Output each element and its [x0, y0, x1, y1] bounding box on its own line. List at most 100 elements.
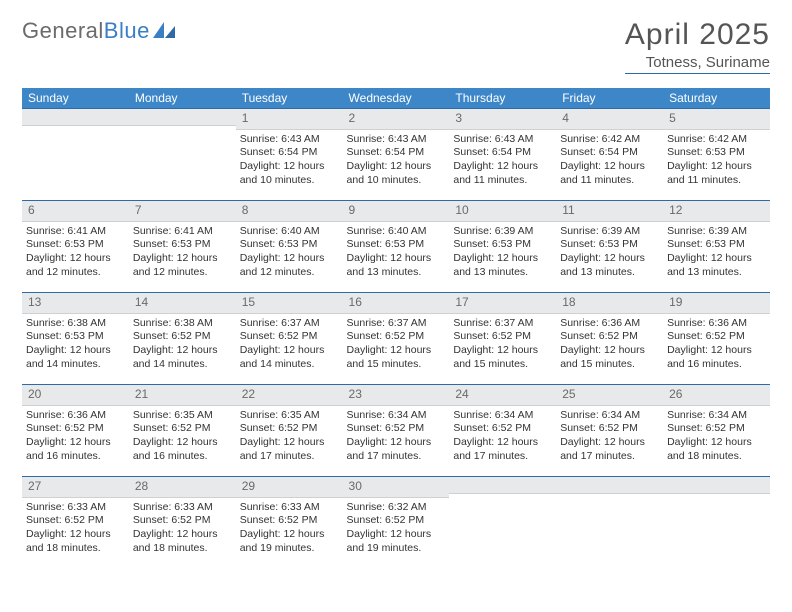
sunset-text: Sunset: 6:54 PM: [560, 146, 659, 160]
sunset-text: Sunset: 6:54 PM: [347, 146, 446, 160]
calendar-cell: [449, 476, 556, 568]
sunset-text: Sunset: 6:53 PM: [240, 238, 339, 252]
sunrise-text: Sunrise: 6:35 AM: [133, 409, 232, 423]
day-number: 29: [236, 476, 343, 498]
sunset-text: Sunset: 6:52 PM: [240, 514, 339, 528]
day-number: 21: [129, 384, 236, 406]
sunset-text: Sunset: 6:52 PM: [26, 514, 125, 528]
cell-body: Sunrise: 6:33 AMSunset: 6:52 PMDaylight:…: [129, 498, 236, 562]
cell-body: Sunrise: 6:35 AMSunset: 6:52 PMDaylight:…: [236, 406, 343, 470]
daylight-text: Daylight: 12 hours and 16 minutes.: [26, 436, 125, 463]
sunset-text: Sunset: 6:52 PM: [453, 422, 552, 436]
day-number: 12: [663, 200, 770, 222]
day-number: [22, 108, 129, 126]
day-number: 4: [556, 108, 663, 130]
weekday-header: Friday: [556, 88, 663, 108]
month-title: April 2025: [625, 18, 770, 52]
sunrise-text: Sunrise: 6:39 AM: [667, 225, 766, 239]
calendar-cell: 29Sunrise: 6:33 AMSunset: 6:52 PMDayligh…: [236, 476, 343, 568]
sunrise-text: Sunrise: 6:42 AM: [667, 133, 766, 147]
sunset-text: Sunset: 6:52 PM: [133, 514, 232, 528]
weekday-header: Thursday: [449, 88, 556, 108]
cell-body: Sunrise: 6:37 AMSunset: 6:52 PMDaylight:…: [449, 314, 556, 378]
cell-body: Sunrise: 6:36 AMSunset: 6:52 PMDaylight:…: [22, 406, 129, 470]
daylight-text: Daylight: 12 hours and 10 minutes.: [240, 160, 339, 187]
calendar-body: 1Sunrise: 6:43 AMSunset: 6:54 PMDaylight…: [22, 108, 770, 568]
daylight-text: Daylight: 12 hours and 14 minutes.: [26, 344, 125, 371]
weekday-header-row: Sunday Monday Tuesday Wednesday Thursday…: [22, 88, 770, 108]
calendar-cell: 18Sunrise: 6:36 AMSunset: 6:52 PMDayligh…: [556, 292, 663, 384]
day-number: 11: [556, 200, 663, 222]
daylight-text: Daylight: 12 hours and 17 minutes.: [347, 436, 446, 463]
daylight-text: Daylight: 12 hours and 15 minutes.: [453, 344, 552, 371]
sunrise-text: Sunrise: 6:34 AM: [453, 409, 552, 423]
day-number: 22: [236, 384, 343, 406]
sunrise-text: Sunrise: 6:39 AM: [453, 225, 552, 239]
sunrise-text: Sunrise: 6:34 AM: [347, 409, 446, 423]
calendar-cell: 5Sunrise: 6:42 AMSunset: 6:53 PMDaylight…: [663, 108, 770, 200]
sunset-text: Sunset: 6:54 PM: [240, 146, 339, 160]
calendar-cell: 19Sunrise: 6:36 AMSunset: 6:52 PMDayligh…: [663, 292, 770, 384]
sunrise-text: Sunrise: 6:42 AM: [560, 133, 659, 147]
cell-body: Sunrise: 6:38 AMSunset: 6:53 PMDaylight:…: [22, 314, 129, 378]
daylight-text: Daylight: 12 hours and 16 minutes.: [667, 344, 766, 371]
title-divider: [625, 73, 770, 74]
day-number: 5: [663, 108, 770, 130]
day-number: 17: [449, 292, 556, 314]
cell-body: Sunrise: 6:33 AMSunset: 6:52 PMDaylight:…: [22, 498, 129, 562]
daylight-text: Daylight: 12 hours and 11 minutes.: [667, 160, 766, 187]
cell-body: Sunrise: 6:42 AMSunset: 6:53 PMDaylight:…: [663, 130, 770, 194]
cell-body: Sunrise: 6:43 AMSunset: 6:54 PMDaylight:…: [449, 130, 556, 194]
sunset-text: Sunset: 6:53 PM: [667, 238, 766, 252]
calendar-cell: 27Sunrise: 6:33 AMSunset: 6:52 PMDayligh…: [22, 476, 129, 568]
day-number: 27: [22, 476, 129, 498]
sunrise-text: Sunrise: 6:37 AM: [347, 317, 446, 331]
calendar-row: 1Sunrise: 6:43 AMSunset: 6:54 PMDaylight…: [22, 108, 770, 200]
daylight-text: Daylight: 12 hours and 18 minutes.: [667, 436, 766, 463]
calendar-cell: 20Sunrise: 6:36 AMSunset: 6:52 PMDayligh…: [22, 384, 129, 476]
cell-body: Sunrise: 6:34 AMSunset: 6:52 PMDaylight:…: [663, 406, 770, 470]
sunset-text: Sunset: 6:52 PM: [133, 422, 232, 436]
day-number: 9: [343, 200, 450, 222]
sail-icon: [153, 18, 175, 44]
sunset-text: Sunset: 6:52 PM: [667, 422, 766, 436]
day-number: 28: [129, 476, 236, 498]
sunrise-text: Sunrise: 6:36 AM: [667, 317, 766, 331]
daylight-text: Daylight: 12 hours and 15 minutes.: [347, 344, 446, 371]
calendar-cell: 25Sunrise: 6:34 AMSunset: 6:52 PMDayligh…: [556, 384, 663, 476]
sunrise-text: Sunrise: 6:35 AM: [240, 409, 339, 423]
calendar-cell: 30Sunrise: 6:32 AMSunset: 6:52 PMDayligh…: [343, 476, 450, 568]
brand-part1: General: [22, 18, 104, 44]
sunset-text: Sunset: 6:52 PM: [347, 330, 446, 344]
daylight-text: Daylight: 12 hours and 19 minutes.: [240, 528, 339, 555]
sunrise-text: Sunrise: 6:36 AM: [560, 317, 659, 331]
daylight-text: Daylight: 12 hours and 13 minutes.: [667, 252, 766, 279]
sunset-text: Sunset: 6:52 PM: [240, 422, 339, 436]
calendar-row: 6Sunrise: 6:41 AMSunset: 6:53 PMDaylight…: [22, 200, 770, 292]
cell-body: Sunrise: 6:42 AMSunset: 6:54 PMDaylight:…: [556, 130, 663, 194]
sunset-text: Sunset: 6:52 PM: [453, 330, 552, 344]
location-label: Totness, Suriname: [625, 54, 770, 71]
sunrise-text: Sunrise: 6:37 AM: [240, 317, 339, 331]
sunrise-text: Sunrise: 6:43 AM: [347, 133, 446, 147]
sunset-text: Sunset: 6:53 PM: [667, 146, 766, 160]
cell-body: Sunrise: 6:39 AMSunset: 6:53 PMDaylight:…: [556, 222, 663, 286]
sunset-text: Sunset: 6:53 PM: [560, 238, 659, 252]
sunrise-text: Sunrise: 6:38 AM: [26, 317, 125, 331]
sunrise-text: Sunrise: 6:41 AM: [26, 225, 125, 239]
calendar-cell: 22Sunrise: 6:35 AMSunset: 6:52 PMDayligh…: [236, 384, 343, 476]
calendar-cell: 7Sunrise: 6:41 AMSunset: 6:53 PMDaylight…: [129, 200, 236, 292]
day-number: 19: [663, 292, 770, 314]
cell-body: Sunrise: 6:35 AMSunset: 6:52 PMDaylight:…: [129, 406, 236, 470]
daylight-text: Daylight: 12 hours and 11 minutes.: [453, 160, 552, 187]
cell-body: Sunrise: 6:37 AMSunset: 6:52 PMDaylight:…: [343, 314, 450, 378]
daylight-text: Daylight: 12 hours and 12 minutes.: [133, 252, 232, 279]
sunset-text: Sunset: 6:53 PM: [26, 238, 125, 252]
day-number: 3: [449, 108, 556, 130]
sunrise-text: Sunrise: 6:41 AM: [133, 225, 232, 239]
daylight-text: Daylight: 12 hours and 17 minutes.: [453, 436, 552, 463]
cell-body: Sunrise: 6:37 AMSunset: 6:52 PMDaylight:…: [236, 314, 343, 378]
daylight-text: Daylight: 12 hours and 17 minutes.: [240, 436, 339, 463]
calendar-cell: 2Sunrise: 6:43 AMSunset: 6:54 PMDaylight…: [343, 108, 450, 200]
sunset-text: Sunset: 6:52 PM: [347, 514, 446, 528]
